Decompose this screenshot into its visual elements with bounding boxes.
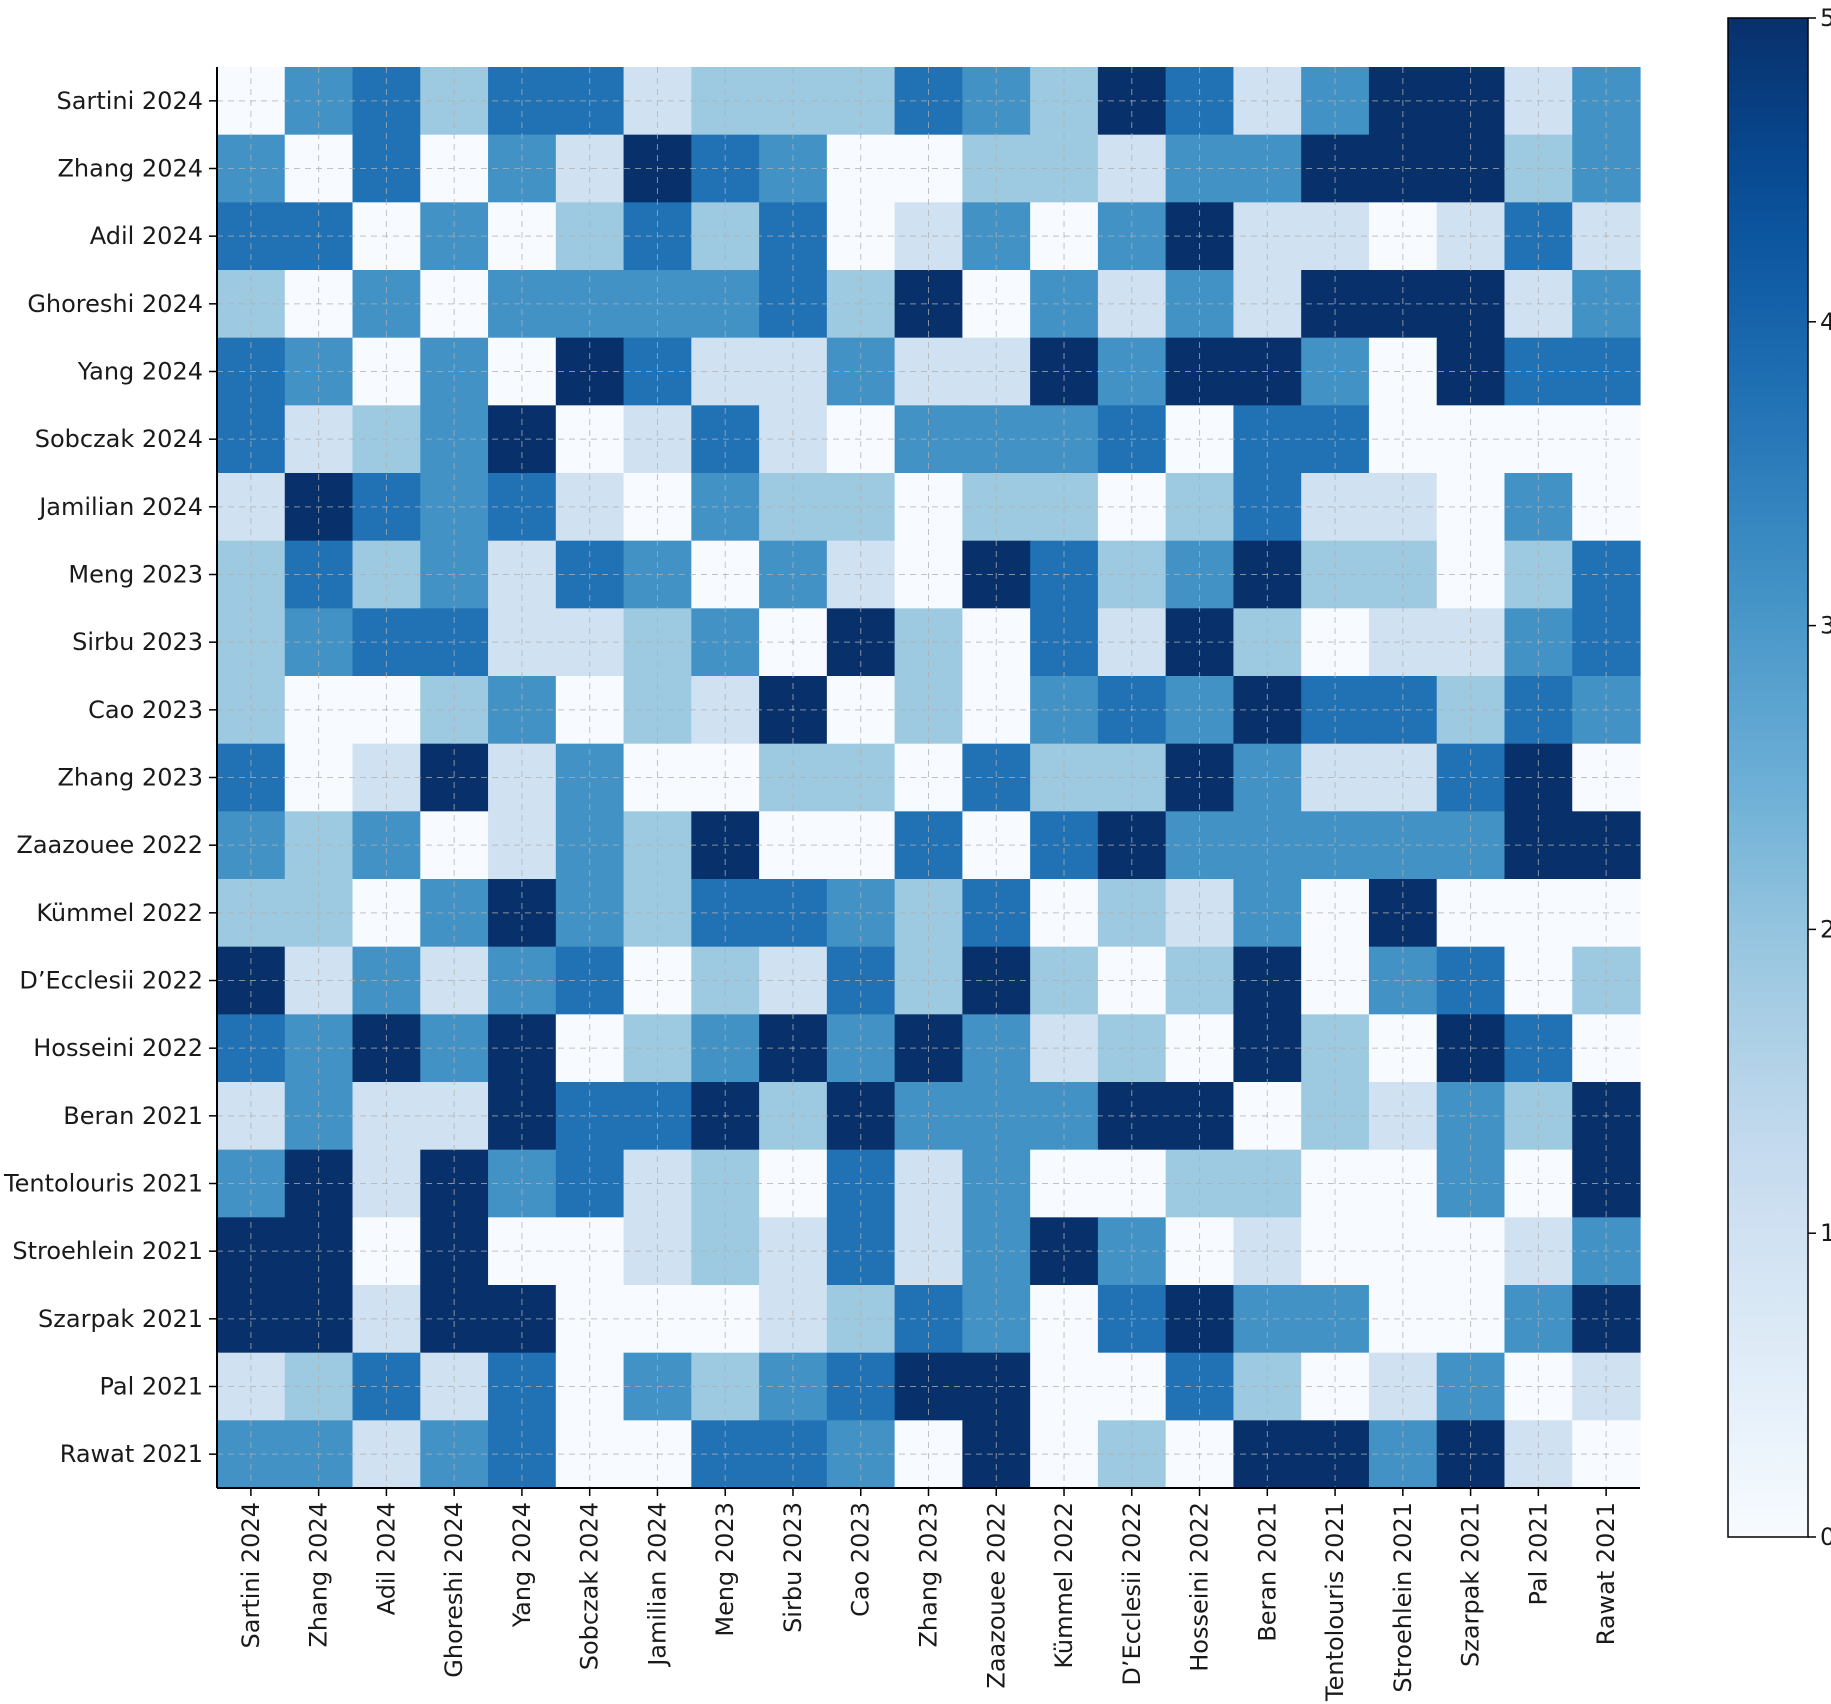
heatmap-cell [555, 1285, 625, 1354]
heatmap-cell [894, 1217, 963, 1286]
heatmap-cell [1301, 811, 1370, 880]
colorbar-tick-label: 3 [1820, 612, 1831, 640]
heatmap-cell [894, 879, 963, 948]
colorbar-tick-label: 1 [1820, 1219, 1831, 1247]
y-tick-label: Szarpak 2021 [38, 1305, 203, 1333]
heatmap-cell [962, 1285, 1031, 1354]
y-tick-label: Cao 2023 [88, 696, 203, 724]
heatmap-cell [1368, 1217, 1438, 1286]
heatmap-cell [555, 879, 625, 948]
y-tick-label: Zaazouee 2022 [16, 831, 203, 859]
x-tick-label: Stroehlein 2021 [1389, 1502, 1417, 1693]
y-tick-labels: Sartini 2024 Zhang 2024 Adil 2024 Ghoreshi … [3, 87, 217, 1468]
y-tick-label: Zhang 2023 [57, 764, 203, 792]
heatmap-cell [555, 405, 625, 474]
x-tick-label: Szarpak 2021 [1457, 1502, 1485, 1667]
heatmap-cell [894, 811, 963, 880]
heatmap-cell [1368, 1285, 1438, 1354]
x-tick-label: Rawat 2021 [1592, 1502, 1620, 1645]
y-tick-label: Ghoreshi 2024 [27, 290, 203, 318]
x-tick-label: Zhang 2024 [305, 1502, 333, 1648]
heatmap-cell [1301, 1217, 1370, 1286]
x-tick-label: Meng 2023 [711, 1502, 739, 1637]
heatmap-cell [555, 337, 625, 406]
colorbar-tick-label: 4 [1820, 308, 1831, 336]
x-tick-label: Yang 2024 [508, 1502, 536, 1628]
x-tick-label: Jamilian 2024 [643, 1502, 671, 1668]
heatmap-cell [488, 743, 557, 812]
x-tick-label: Zhang 2023 [915, 1502, 943, 1648]
y-tick-label: Hosseini 2022 [33, 1034, 203, 1062]
heatmap-cell [1368, 743, 1438, 812]
y-tick-label: Pal 2021 [100, 1373, 203, 1401]
colorbar-tick-label: 0 [1820, 1523, 1831, 1551]
y-tick-label: Yang 2024 [77, 358, 203, 386]
y-tick-label: Adil 2024 [90, 222, 203, 250]
heatmap-cell [555, 1217, 625, 1286]
x-tick-label: Cao 2023 [847, 1502, 875, 1617]
y-tick-label: D’Ecclesii 2022 [19, 967, 203, 995]
heatmap-cell [962, 337, 1031, 406]
heatmap-cell [1301, 337, 1370, 406]
y-tick-label: Sobczak 2024 [35, 425, 203, 453]
heatmap-grid [217, 67, 1640, 1488]
heatmap-cell [488, 337, 557, 406]
heatmap-cell [894, 405, 963, 474]
x-tick-label: Sirbu 2023 [779, 1502, 807, 1633]
heatmap-cell [894, 1285, 963, 1354]
heatmap-cell [488, 405, 557, 474]
x-tick-label: Sartini 2024 [237, 1502, 265, 1648]
y-tick-label: Tentolouris 2021 [3, 1170, 203, 1198]
heatmap-cell [962, 743, 1031, 812]
heatmap-cell [1368, 879, 1438, 948]
x-tick-label: Hosseini 2022 [1186, 1502, 1214, 1672]
heatmap-cell [488, 879, 557, 948]
colorbar-tick-label: 2 [1820, 915, 1831, 943]
heatmap-cell [1301, 743, 1370, 812]
heatmap-cell [962, 811, 1031, 880]
heatmap-cell [555, 811, 625, 880]
heatmap-cell [1368, 337, 1438, 406]
x-tick-label: Tentolouris 2021 [1321, 1502, 1349, 1702]
x-tick-label: Pal 2021 [1524, 1502, 1552, 1605]
x-tick-label: D’Ecclesii 2022 [1118, 1502, 1146, 1686]
colorbar-gradient [1727, 17, 1809, 1538]
heatmap-cell [488, 811, 557, 880]
x-tick-label: Ghoreshi 2024 [440, 1502, 468, 1678]
y-tick-label: Zhang 2024 [57, 155, 203, 183]
heatmap-cell [894, 337, 963, 406]
heatmap-cell [962, 879, 1031, 948]
y-tick-label: Kümmel 2022 [36, 899, 203, 927]
heatmap-cell [962, 405, 1031, 474]
x-tick-label: Sobczak 2024 [576, 1502, 604, 1670]
heatmap-cell [1301, 879, 1370, 948]
y-tick-label: Meng 2023 [68, 561, 203, 589]
y-tick-label: Sirbu 2023 [72, 628, 203, 656]
x-tick-label: Kümmel 2022 [1050, 1502, 1078, 1669]
colorbar: 0 1 2 3 4 5 [1727, 4, 1831, 1551]
heatmap-cell [1368, 811, 1438, 880]
x-tick-label: Beran 2021 [1253, 1502, 1281, 1642]
y-tick-label: Sartini 2024 [57, 87, 203, 115]
colorbar-tick-label: 5 [1820, 4, 1831, 32]
x-tick-labels: Sartini 2024 Zhang 2024 Adil 2024 Ghoreshi … [237, 1488, 1620, 1702]
heatmap-cell [894, 743, 963, 812]
heatmap-cell [488, 1217, 557, 1286]
x-tick-label: Adil 2024 [372, 1502, 400, 1615]
x-tick-label: Zaazouee 2022 [982, 1502, 1010, 1689]
heatmap-cell [962, 1217, 1031, 1286]
heatmap-cell [488, 1285, 557, 1354]
heatmap-cell [1368, 405, 1438, 474]
y-tick-label: Beran 2021 [63, 1102, 203, 1130]
y-tick-label: Rawat 2021 [60, 1440, 203, 1468]
y-tick-label: Stroehlein 2021 [12, 1237, 203, 1265]
heatmap-cell [1301, 405, 1370, 474]
heatmap-cell [555, 743, 625, 812]
y-tick-label: Jamilian 2024 [37, 493, 203, 521]
heatmap-cell [1301, 1285, 1370, 1354]
